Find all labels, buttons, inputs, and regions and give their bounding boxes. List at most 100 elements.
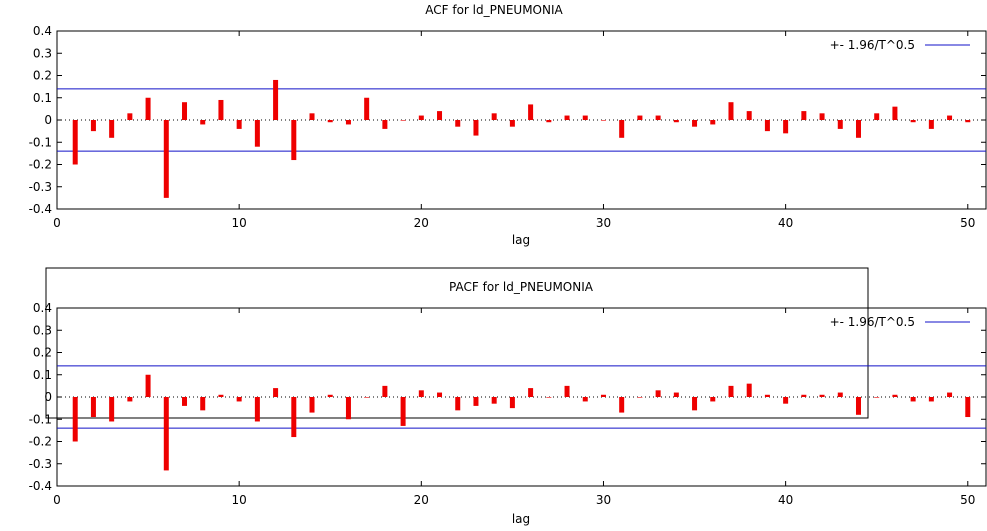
pacf-bar — [764, 394, 770, 397]
acf-ytick-label: 0.2 — [33, 69, 52, 83]
pacf-bar — [637, 397, 643, 398]
pacf-bar — [509, 397, 515, 409]
pacf-bar — [692, 397, 698, 411]
acf-ytick-label: 0.3 — [33, 46, 52, 60]
pacf-xtick-label: 50 — [960, 493, 975, 507]
acf-bar — [400, 120, 406, 121]
pacf-bar — [837, 392, 843, 397]
pacf-bar — [564, 385, 570, 397]
pacf-bar — [819, 394, 825, 397]
acf-bar — [309, 113, 315, 120]
pacf-bar — [291, 397, 297, 438]
pacf-bar — [72, 397, 78, 442]
acf-bar — [801, 111, 807, 120]
pacf-bar — [783, 397, 789, 404]
pacf-bar — [528, 388, 534, 397]
acf-bar — [655, 115, 661, 120]
pacf-bar — [364, 397, 370, 398]
acf-xtick-label: 50 — [960, 216, 975, 230]
acf-bar — [437, 111, 443, 120]
acf-bar — [637, 115, 643, 120]
acf-ytick-label: -0.4 — [29, 202, 52, 216]
acf-bar — [273, 79, 279, 120]
pacf-bar — [200, 397, 206, 411]
acf-bar — [947, 115, 953, 120]
acf-ytick-label: 0 — [44, 113, 52, 127]
acf-bar — [254, 120, 260, 147]
acf-bar — [236, 120, 242, 129]
acf-bar — [473, 120, 479, 136]
acf-bar — [710, 120, 716, 125]
pacf-bar — [710, 397, 716, 402]
pacf-bar — [345, 397, 351, 420]
pacf-bar — [874, 397, 880, 398]
pacf-bar — [455, 397, 461, 411]
acf-bar — [673, 120, 679, 123]
acf-bar — [582, 115, 588, 120]
acf-bar — [163, 120, 169, 198]
acf-bar — [109, 120, 115, 138]
pacf-xtick-label: 20 — [414, 493, 429, 507]
pacf-bar — [673, 392, 679, 397]
acf-bar — [892, 106, 898, 120]
acf-bar — [200, 120, 206, 125]
acf-title: ACF for ld_PNEUMONIA — [425, 3, 563, 17]
pacf-bar — [965, 397, 971, 418]
pacf-bar — [273, 388, 279, 397]
acf-bar — [218, 99, 224, 120]
pacf-bar — [182, 397, 188, 406]
pacf-ytick-label: -0.1 — [29, 412, 52, 426]
pacf-legend-label: +- 1.96/T^0.5 — [830, 315, 915, 329]
acf-bar — [619, 120, 625, 138]
pacf-bar — [619, 397, 625, 413]
acf-ytick-label: -0.2 — [29, 158, 52, 172]
pacf-ytick-label: -0.3 — [29, 457, 52, 471]
acf-bar — [783, 120, 789, 134]
acf-xtick-label: 10 — [232, 216, 247, 230]
pacf-bar — [746, 383, 752, 397]
pacf-ytick-label: -0.2 — [29, 435, 52, 449]
pacf-bar — [892, 394, 898, 397]
pacf-bar — [218, 394, 224, 397]
pacf-bar — [728, 385, 734, 397]
acf-xlabel: lag — [512, 233, 530, 247]
acf-bar — [291, 120, 297, 161]
pacf-bar — [145, 374, 151, 397]
acf-bar — [528, 104, 534, 120]
pacf-ytick-label: 0 — [44, 390, 52, 404]
acf-bar — [910, 120, 916, 123]
acf-bar — [345, 120, 351, 125]
acf-bar — [327, 120, 333, 123]
acf-bar — [819, 113, 825, 120]
pacf-ytick-label: 0.2 — [33, 346, 52, 360]
pacf-bar — [491, 397, 497, 404]
acf-bar — [965, 120, 971, 123]
acf-bar — [182, 102, 188, 120]
pacf-key-box — [45, 267, 869, 419]
pacf-ytick-label: 0.4 — [33, 301, 52, 315]
acf-xtick-label: 0 — [53, 216, 61, 230]
acf-bar — [874, 113, 880, 120]
acf-bar — [746, 111, 752, 120]
pacf-bar — [910, 397, 916, 402]
pacf-ytick-label: 0.3 — [33, 323, 52, 337]
acf-bar — [455, 120, 461, 127]
pacf-bar — [418, 390, 424, 397]
acf-bar — [90, 120, 96, 132]
pacf-bar — [309, 397, 315, 413]
acf-bar — [509, 120, 515, 127]
pacf-bar — [928, 397, 934, 402]
acf-bar — [145, 97, 151, 120]
acf-ytick-label: 0.4 — [33, 24, 52, 38]
pacf-bar — [163, 397, 169, 471]
acf-bar — [546, 120, 552, 123]
pacf-xlabel: lag — [512, 512, 530, 526]
acf-bar — [564, 115, 570, 120]
acf-bar — [127, 113, 133, 120]
acf-bar — [928, 120, 934, 129]
pacf-bar — [236, 397, 242, 402]
pacf-bar — [127, 397, 133, 402]
acf-ytick-label: -0.3 — [29, 180, 52, 194]
acf-bar — [382, 120, 388, 129]
